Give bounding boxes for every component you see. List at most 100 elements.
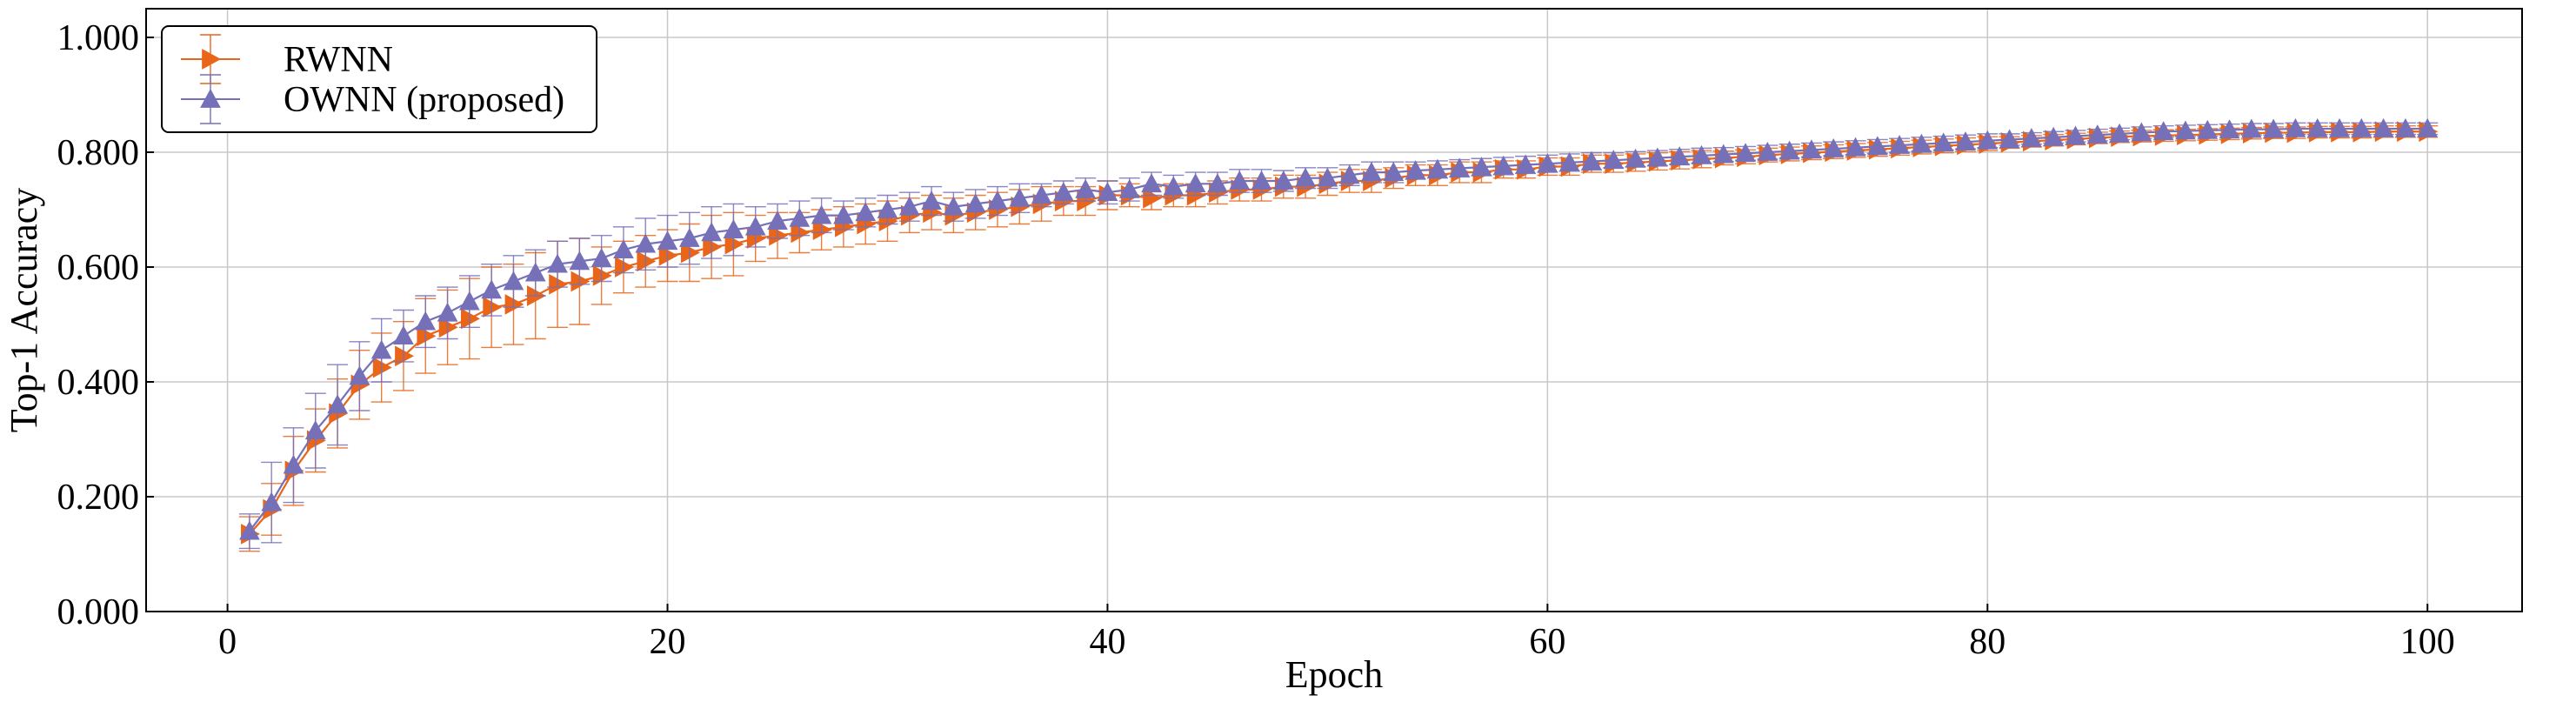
legend-item-ownn: OWNN (proposed) bbox=[181, 74, 564, 124]
x-axis-title: Epoch bbox=[1285, 653, 1383, 696]
data-point bbox=[1845, 137, 1866, 157]
data-point bbox=[1471, 157, 1492, 177]
data-point bbox=[1779, 140, 1800, 160]
data-point bbox=[1911, 133, 1932, 153]
y-tick-label: 1.000 bbox=[57, 18, 140, 58]
data-point bbox=[461, 308, 480, 330]
data-point bbox=[2263, 118, 2284, 138]
data-point bbox=[1405, 160, 1426, 179]
data-point bbox=[239, 520, 260, 540]
legend-marker bbox=[202, 49, 222, 70]
data-point bbox=[1361, 162, 1382, 181]
data-point bbox=[1251, 170, 1272, 190]
data-point bbox=[877, 198, 898, 218]
data-point bbox=[1272, 170, 1294, 190]
data-point bbox=[393, 325, 414, 345]
data-point bbox=[1141, 173, 1162, 193]
data-point bbox=[1558, 151, 1580, 171]
plot-frame bbox=[145, 8, 2523, 612]
y-tick-label: 0.000 bbox=[57, 592, 140, 632]
data-point bbox=[987, 191, 1008, 210]
axes bbox=[145, 8, 2523, 612]
data-point bbox=[481, 279, 502, 299]
data-point bbox=[524, 262, 546, 282]
data-point bbox=[1143, 187, 1163, 209]
x-tick-label: 40 bbox=[1089, 622, 1125, 662]
data-point bbox=[2285, 117, 2306, 137]
data-point bbox=[1537, 153, 1558, 173]
data-point bbox=[680, 242, 700, 264]
data-point bbox=[2086, 124, 2108, 144]
data-point bbox=[1735, 143, 1756, 163]
x-tick-label: 60 bbox=[1529, 622, 1565, 662]
legend-item-rwnn: RWNN bbox=[181, 34, 393, 84]
data-point bbox=[591, 248, 612, 267]
data-point bbox=[2219, 119, 2240, 139]
data-point bbox=[898, 196, 920, 216]
data-point bbox=[744, 216, 766, 236]
data-point bbox=[812, 219, 832, 240]
data-point bbox=[637, 251, 657, 272]
data-point bbox=[1383, 162, 1405, 181]
data-point bbox=[1338, 164, 1360, 184]
x-tick-label: 20 bbox=[650, 622, 686, 662]
data-point bbox=[1449, 157, 1471, 177]
data-point bbox=[2197, 119, 2219, 139]
data-point bbox=[459, 291, 480, 311]
data-point bbox=[2372, 117, 2394, 137]
data-point bbox=[2065, 125, 2086, 145]
data-point bbox=[415, 311, 437, 331]
data-point bbox=[1492, 155, 1514, 175]
data-point bbox=[438, 317, 458, 338]
data-point bbox=[370, 339, 392, 359]
data-point bbox=[615, 257, 634, 277]
data-point bbox=[1977, 130, 1999, 150]
data-point bbox=[1075, 178, 1096, 198]
data-point bbox=[2395, 117, 2416, 137]
data-point bbox=[921, 191, 942, 210]
data-point bbox=[327, 394, 348, 414]
data-point bbox=[1317, 167, 1338, 187]
data-point bbox=[1515, 154, 1536, 174]
data-point bbox=[701, 222, 722, 242]
y-tick-label: 0.600 bbox=[57, 248, 140, 288]
series-line bbox=[249, 127, 2428, 532]
data-point bbox=[943, 196, 964, 216]
data-point bbox=[547, 253, 568, 273]
data-point bbox=[2329, 117, 2350, 137]
data-point bbox=[833, 204, 854, 224]
y-tick-label: 0.800 bbox=[57, 133, 140, 173]
data-point bbox=[571, 271, 591, 292]
data-point bbox=[1097, 182, 1118, 202]
data-point bbox=[1295, 167, 1316, 187]
data-point bbox=[1031, 184, 1052, 204]
data-point bbox=[437, 302, 458, 322]
data-point bbox=[372, 357, 392, 378]
data-point bbox=[657, 231, 678, 251]
legend-marker bbox=[200, 88, 221, 108]
data-point bbox=[1801, 139, 1822, 159]
data-point bbox=[855, 202, 877, 222]
x-tick-label: 80 bbox=[1969, 622, 2005, 662]
data-point bbox=[1669, 146, 1690, 166]
data-point bbox=[1625, 148, 1646, 168]
data-point bbox=[767, 211, 788, 231]
x-tick-label: 0 bbox=[218, 622, 237, 662]
series-layer bbox=[238, 117, 2439, 552]
data-point bbox=[304, 420, 326, 439]
data-point bbox=[964, 193, 986, 213]
data-point bbox=[283, 454, 304, 474]
data-point bbox=[2152, 121, 2174, 141]
data-point bbox=[349, 365, 370, 385]
y-axis-title: Top-1 Accuracy bbox=[3, 188, 45, 433]
data-point bbox=[503, 271, 524, 291]
data-point bbox=[2131, 122, 2152, 142]
data-point bbox=[417, 325, 437, 347]
data-point bbox=[1823, 137, 1845, 157]
data-point bbox=[1932, 132, 1954, 152]
data-point bbox=[569, 251, 591, 271]
data-point bbox=[635, 233, 657, 253]
data-point bbox=[549, 273, 569, 295]
data-point bbox=[1207, 173, 1228, 193]
